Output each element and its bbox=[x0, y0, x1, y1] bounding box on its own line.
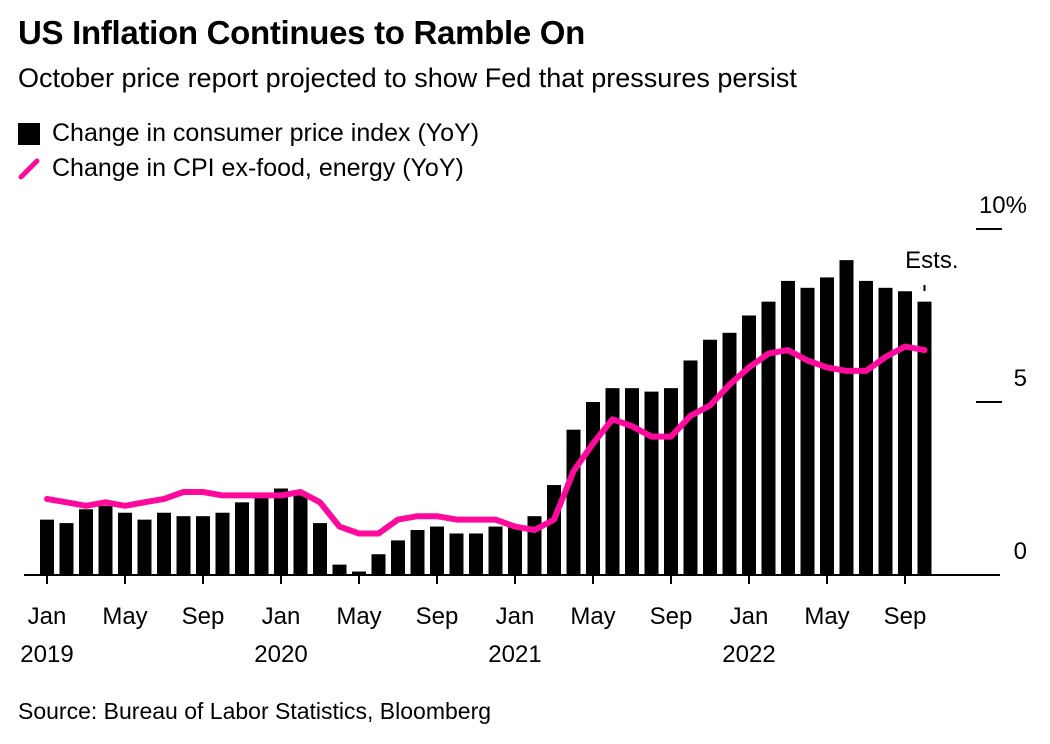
cpi-bar bbox=[352, 571, 366, 575]
cpi-bar bbox=[79, 509, 93, 575]
cpi-bar bbox=[449, 533, 464, 575]
cpi-bar bbox=[683, 360, 698, 575]
cpi-bar bbox=[469, 533, 483, 575]
x-tick-year-label: 2019 bbox=[20, 641, 73, 668]
cpi-bar bbox=[274, 488, 288, 575]
cpi-bar bbox=[391, 540, 405, 575]
cpi-bar bbox=[820, 277, 834, 575]
y-tick-label: 0 bbox=[1014, 538, 1027, 565]
cpi-bar bbox=[293, 495, 308, 575]
legend: Change in consumer price index (YoY) Cha… bbox=[18, 116, 479, 186]
cpi-bar bbox=[547, 485, 561, 575]
cpi-bar bbox=[800, 287, 815, 575]
x-tick-label: Sep bbox=[650, 603, 693, 630]
legend-item-core-cpi: Change in CPI ex-food, energy (YoY) bbox=[18, 151, 479, 186]
legend-bar-swatch bbox=[18, 122, 40, 145]
legend-label-cpi: Change in consumer price index (YoY) bbox=[52, 119, 480, 147]
cpi-bar bbox=[332, 564, 347, 575]
x-tick-year-label: 2022 bbox=[722, 641, 775, 668]
cpi-bar bbox=[98, 505, 113, 575]
source-note: Source: Bureau of Labor Statistics, Bloo… bbox=[18, 698, 492, 724]
x-tick-label: Jan bbox=[262, 603, 301, 630]
cpi-bar bbox=[196, 516, 210, 575]
cpi-bar bbox=[254, 495, 269, 575]
cpi-bar bbox=[410, 530, 425, 575]
chart-subtitle: October price report projected to show F… bbox=[18, 63, 797, 93]
x-tick-label: May bbox=[336, 603, 381, 630]
core-cpi-line bbox=[44, 343, 928, 537]
estimate-label: Ests. bbox=[905, 247, 958, 274]
cpi-bar bbox=[917, 301, 932, 575]
cpi-bar bbox=[371, 554, 386, 575]
chart-title: US Inflation Continues to Ramble On bbox=[18, 14, 586, 51]
x-tick-label: Jan bbox=[28, 603, 67, 630]
cpi-bar bbox=[40, 519, 54, 575]
x-tick-label: May bbox=[804, 603, 849, 630]
cpi-bar bbox=[59, 523, 74, 575]
cpi-bar bbox=[586, 402, 600, 575]
cpi-bar bbox=[488, 526, 503, 575]
cpi-bar bbox=[859, 280, 873, 575]
x-tick-year-label: 2021 bbox=[488, 641, 541, 668]
cpi-bar bbox=[664, 388, 678, 575]
cpi-bar bbox=[176, 516, 191, 575]
cpi-bar bbox=[137, 519, 152, 575]
legend-line-swatch bbox=[18, 158, 40, 179]
cpi-bar bbox=[839, 260, 854, 575]
cpi-bar bbox=[898, 291, 912, 575]
cpi-bar bbox=[625, 388, 639, 575]
cpi-bar bbox=[878, 287, 893, 575]
x-tick-year-label: 2020 bbox=[254, 641, 307, 668]
y-tick-label: 5 bbox=[1014, 365, 1027, 392]
cpi-bar bbox=[703, 339, 717, 575]
cpi-bar bbox=[761, 301, 776, 575]
cpi-bar bbox=[644, 391, 659, 575]
cpi-bar bbox=[235, 502, 249, 575]
x-tick-label: Sep bbox=[182, 603, 225, 630]
cpi-bar bbox=[215, 512, 230, 575]
x-tick-label: Jan bbox=[730, 603, 769, 630]
legend-label-core-cpi: Change in CPI ex-food, energy (YoY) bbox=[52, 154, 464, 182]
legend-item-cpi: Change in consumer price index (YoY) bbox=[18, 116, 479, 151]
x-tick-label: Sep bbox=[416, 603, 459, 630]
cpi-bar bbox=[722, 332, 737, 575]
x-tick-label: May bbox=[570, 603, 615, 630]
cpi-bar bbox=[566, 429, 581, 575]
cpi-bar bbox=[605, 388, 620, 575]
x-tick-label: Sep bbox=[884, 603, 927, 630]
y-tick-label: 10% bbox=[979, 192, 1027, 219]
cpi-bar bbox=[157, 512, 171, 575]
cpi-bar bbox=[313, 523, 327, 575]
cpi-bar bbox=[508, 526, 522, 575]
cpi-bar bbox=[781, 280, 795, 575]
cpi-bar bbox=[430, 526, 444, 575]
cpi-bar bbox=[118, 512, 132, 575]
x-tick-label: May bbox=[102, 603, 147, 630]
cpi-bar bbox=[742, 315, 756, 575]
x-tick-label: Jan bbox=[496, 603, 535, 630]
